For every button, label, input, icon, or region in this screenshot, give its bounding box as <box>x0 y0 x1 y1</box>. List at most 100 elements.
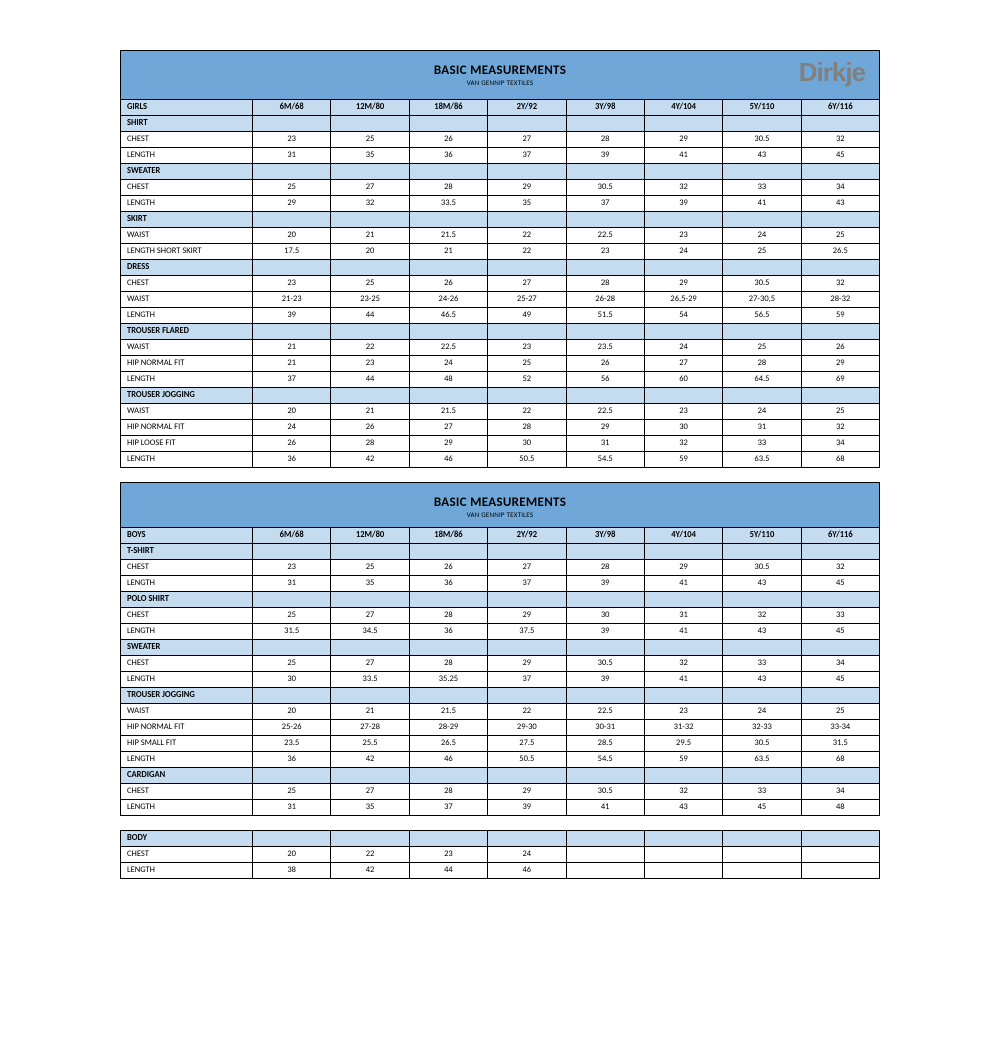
value-6: 63.5 <box>723 452 801 468</box>
row-label: CHEST <box>121 276 253 292</box>
value-0: 20 <box>253 404 331 420</box>
value-3: 22 <box>488 244 566 260</box>
value-5: 32 <box>644 784 722 800</box>
value-1: 25 <box>331 276 409 292</box>
size-col-7: 6Y/116 <box>801 528 879 544</box>
value-5: 32 <box>644 436 722 452</box>
empty <box>331 688 409 704</box>
value-4: 28.5 <box>566 736 644 752</box>
value-4: 39 <box>566 624 644 640</box>
value-4: 22.5 <box>566 704 644 720</box>
row-label: LENGTH <box>121 752 253 768</box>
empty <box>801 116 879 132</box>
data-row: HIP SMALL FIT23.525.526.527.528.529.530.… <box>121 736 880 752</box>
value-4: 51.5 <box>566 308 644 324</box>
data-row: LENGTH SHORT SKIRT17.520212223242526.5 <box>121 244 880 260</box>
value-0: 24 <box>253 420 331 436</box>
empty <box>331 831 409 847</box>
value-6: 27-30,5 <box>723 292 801 308</box>
value-1: 34.5 <box>331 624 409 640</box>
value-4: 23.5 <box>566 340 644 356</box>
data-row: WAIST202121.52222.5232425 <box>121 228 880 244</box>
value-5: 54 <box>644 308 722 324</box>
empty <box>488 164 566 180</box>
empty <box>801 768 879 784</box>
value-4: 30.5 <box>566 656 644 672</box>
size-header-row: BOYS6M/6812M/8018M/862Y/923Y/984Y/1045Y/… <box>121 528 880 544</box>
value-6: 33 <box>723 784 801 800</box>
value-1: 21 <box>331 704 409 720</box>
value-3: 35 <box>488 196 566 212</box>
value-5: 29 <box>644 132 722 148</box>
empty <box>566 116 644 132</box>
value-3: 37 <box>488 576 566 592</box>
value-1: 32 <box>331 196 409 212</box>
empty <box>253 640 331 656</box>
value-5: 29 <box>644 560 722 576</box>
empty <box>644 831 722 847</box>
value-4: 26-28 <box>566 292 644 308</box>
value-0: 20 <box>253 847 331 863</box>
empty <box>253 116 331 132</box>
value-6: 41 <box>723 196 801 212</box>
value-6: 43 <box>723 624 801 640</box>
value-3: 27 <box>488 132 566 148</box>
data-row: LENGTH293233.53537394143 <box>121 196 880 212</box>
value-1: 44 <box>331 308 409 324</box>
data-row: LENGTH394446.54951.55456.559 <box>121 308 880 324</box>
value-2: 28 <box>409 180 487 196</box>
empty <box>488 592 566 608</box>
value-2: 46.5 <box>409 308 487 324</box>
body-header-row: BODY <box>121 831 880 847</box>
row-label: CHEST <box>121 847 253 863</box>
value-3: 22 <box>488 704 566 720</box>
title: BASIC MEASUREMENTS <box>121 51 879 78</box>
value-5 <box>644 847 722 863</box>
heading-cell: BOYS <box>121 528 253 544</box>
empty <box>723 388 801 404</box>
value-0: 25-26 <box>253 720 331 736</box>
empty <box>331 640 409 656</box>
section-name: DRESS <box>121 260 253 276</box>
value-4: 30 <box>566 608 644 624</box>
value-1: 27-28 <box>331 720 409 736</box>
boys-table: BOYS6M/6812M/8018M/862Y/923Y/984Y/1045Y/… <box>120 527 880 816</box>
empty <box>644 768 722 784</box>
empty <box>801 592 879 608</box>
page: BASIC MEASUREMENTS VAN GENNIP TEXTILES D… <box>120 50 880 879</box>
row-label: LENGTH <box>121 372 253 388</box>
value-6: 30.5 <box>723 132 801 148</box>
empty <box>488 212 566 228</box>
value-0: 31.5 <box>253 624 331 640</box>
value-5: 31 <box>644 608 722 624</box>
value-5: 24 <box>644 244 722 260</box>
value-3: 29 <box>488 608 566 624</box>
value-1: 35 <box>331 800 409 816</box>
value-6: 30.5 <box>723 736 801 752</box>
value-1: 35 <box>331 148 409 164</box>
value-7: 33 <box>801 608 879 624</box>
value-7 <box>801 847 879 863</box>
empty <box>331 212 409 228</box>
empty <box>409 116 487 132</box>
row-label: HIP NORMAL FIT <box>121 420 253 436</box>
value-4 <box>566 863 644 879</box>
section-name: SKIRT <box>121 212 253 228</box>
subtitle: VAN GENNIP TEXTILES <box>121 78 879 87</box>
value-7: 32 <box>801 276 879 292</box>
value-2: 21.5 <box>409 404 487 420</box>
value-7: 34 <box>801 436 879 452</box>
empty <box>488 768 566 784</box>
empty <box>488 116 566 132</box>
value-4: 54.5 <box>566 452 644 468</box>
value-3: 29 <box>488 784 566 800</box>
empty <box>801 212 879 228</box>
value-0: 29 <box>253 196 331 212</box>
empty <box>253 324 331 340</box>
empty <box>723 640 801 656</box>
value-4: 28 <box>566 560 644 576</box>
value-2: 29 <box>409 436 487 452</box>
empty <box>566 260 644 276</box>
data-row: CHEST2527282930.5323334 <box>121 180 880 196</box>
value-4: 22.5 <box>566 404 644 420</box>
